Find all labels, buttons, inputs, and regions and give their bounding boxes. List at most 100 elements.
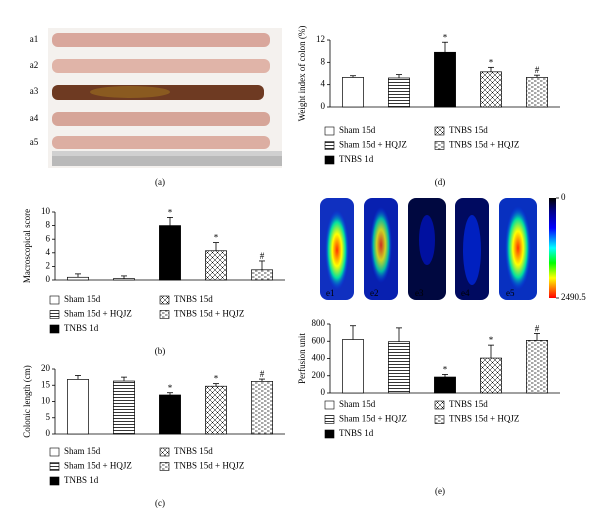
bar	[526, 77, 548, 108]
legend-swatch	[49, 295, 60, 305]
y-tick-label: 12	[316, 34, 325, 44]
bar	[480, 357, 502, 394]
colorbar-label: 0	[561, 192, 566, 202]
y-tick-label: 0	[46, 274, 51, 284]
significance-mark: *	[214, 374, 219, 384]
legend-swatch	[49, 447, 60, 457]
legend-label: TNBS 1d	[339, 154, 374, 164]
legend-label: TNBS 15d	[449, 399, 488, 409]
specimen-label: a2	[30, 60, 39, 70]
legend-label: Sham 15d + HQJZ	[339, 140, 407, 150]
heatmap-label: e3	[415, 288, 424, 298]
y-tick-label: 4	[46, 247, 51, 257]
legend-label: TNBS 1d	[64, 323, 99, 333]
specimen-label: a1	[30, 34, 39, 44]
bar	[434, 376, 456, 394]
significance-mark: #	[260, 369, 265, 379]
bar	[526, 340, 548, 394]
legend-swatch	[49, 310, 60, 319]
bar	[251, 269, 273, 281]
y-tick-label: 0	[46, 428, 51, 438]
legend-label: Sham 15d + HQJZ	[64, 461, 132, 471]
y-tick-label: 6	[46, 233, 51, 243]
y-tick-label: 8	[321, 56, 326, 66]
legend-label: Sham 15d	[64, 294, 101, 304]
significance-mark: *	[443, 365, 448, 375]
legend-swatch	[49, 462, 60, 471]
heatmap-label: e2	[370, 288, 379, 298]
bar	[480, 71, 502, 108]
bar-chart: 0 4 8 12 Weight index of colon (%) Sham 15d Sh…	[297, 26, 560, 165]
y-axis-label: Colonic length (cm)	[22, 365, 32, 437]
bar	[342, 77, 364, 108]
y-tick-label: 10	[41, 206, 51, 216]
colorbar-label: 2490.5	[561, 292, 586, 302]
bar-chart: 0 2 4 6 8 10 Macroscopical score Sham 15d Sham 1…	[22, 206, 285, 334]
y-tick-label: 600	[312, 335, 326, 345]
legend-swatch	[324, 126, 335, 136]
significance-mark: #	[260, 251, 265, 261]
specimen-label: a5	[30, 137, 39, 147]
legend-swatch	[434, 415, 445, 424]
significance-mark: *	[489, 57, 494, 67]
y-tick-label: 400	[312, 353, 326, 363]
y-tick-label: 0	[321, 387, 326, 397]
legend-label: Sham 15d + HQJZ	[64, 309, 132, 319]
legend-swatch	[49, 476, 60, 486]
heatmap-label: e5	[506, 288, 515, 298]
bar	[251, 381, 273, 435]
legend-swatch	[434, 126, 445, 136]
panel-label: (b)	[155, 346, 166, 356]
significance-mark: *	[168, 383, 173, 393]
panel-label: (a)	[155, 177, 165, 187]
y-tick-label: 2	[46, 260, 51, 270]
bar	[113, 278, 135, 281]
panel-label: (c)	[155, 498, 165, 508]
y-tick-label: 0	[321, 101, 326, 111]
legend-label: TNBS 1d	[64, 475, 99, 485]
y-tick-label: 200	[312, 370, 326, 380]
legend-swatch	[324, 429, 335, 439]
y-axis-label: Macroscopical score	[22, 209, 32, 283]
legend-swatch	[159, 310, 170, 319]
bar	[67, 276, 89, 281]
y-tick-label: 15	[41, 379, 51, 389]
bar	[388, 77, 410, 108]
legend-swatch	[324, 141, 335, 150]
y-tick-label: 5	[46, 412, 51, 422]
perfusion-images	[320, 198, 556, 300]
specimen-label: a4	[30, 113, 39, 123]
bar	[159, 225, 181, 281]
bar	[205, 385, 227, 435]
y-axis-label: Weight index of colon (%)	[297, 26, 307, 122]
y-axis-label: Perfusion unit	[297, 333, 307, 384]
significance-mark: #	[535, 324, 540, 334]
y-tick-label: 4	[321, 79, 326, 89]
bar	[205, 250, 227, 281]
legend-label: TNBS 1d	[339, 428, 374, 438]
significance-mark: *	[214, 233, 219, 243]
legend-label: TNBS 15d + HQJZ	[449, 414, 519, 424]
legend-swatch	[159, 295, 170, 305]
legend-label: Sham 15d	[339, 125, 376, 135]
legend-swatch	[49, 324, 60, 334]
legend-swatch	[434, 400, 445, 410]
bar	[67, 379, 89, 435]
panel-label: (d)	[435, 177, 446, 187]
legend-label: TNBS 15d	[174, 294, 213, 304]
significance-mark: *	[489, 335, 494, 345]
legend-label: TNBS 15d + HQJZ	[174, 309, 244, 319]
legend-swatch	[159, 462, 170, 471]
bar	[434, 51, 456, 108]
legend-label: Sham 15d	[339, 399, 376, 409]
bar	[342, 339, 364, 394]
bar-chart: 0 200 400 600 800 Perfusion unit Sham 15d Sham …	[297, 318, 560, 439]
significance-mark: *	[168, 208, 173, 218]
legend-label: TNBS 15d + HQJZ	[174, 461, 244, 471]
legend-label: TNBS 15d + HQJZ	[449, 140, 519, 150]
bar-chart: 0 5 10 15 20 Colonic length (cm) Sham 15d Sham …	[22, 363, 285, 486]
bar	[113, 380, 135, 435]
legend-label: Sham 15d	[64, 446, 101, 456]
specimen-label: a3	[30, 86, 39, 96]
